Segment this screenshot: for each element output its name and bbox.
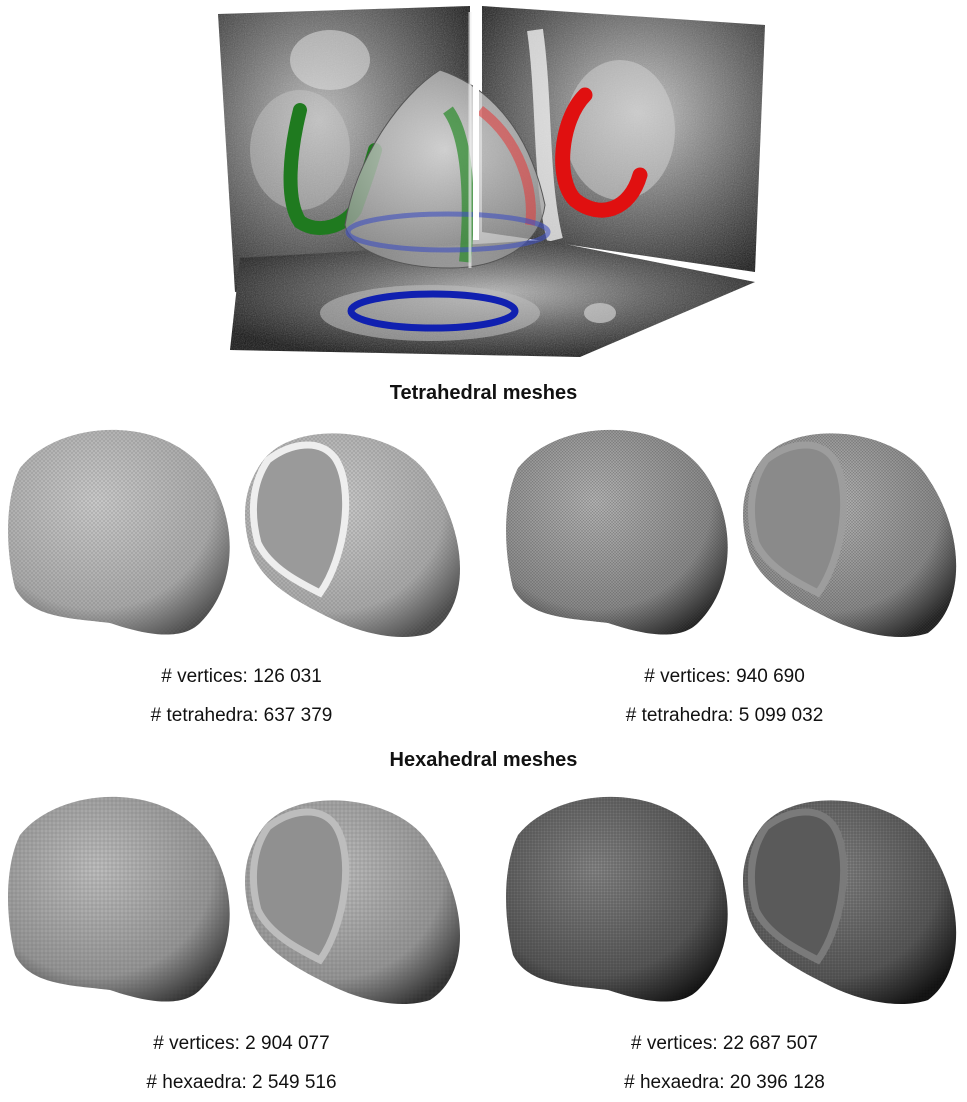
tetra-coarse-elements: # tetrahedra: 637 379 <box>150 705 333 726</box>
section-title-hexahedral: Hexahedral meshes <box>389 749 578 771</box>
hexa-fine-vertices: # vertices: 22 687 507 <box>631 1033 818 1054</box>
right-mri-slice <box>482 6 765 272</box>
hexa-coarse-vertices: # vertices: 2 904 077 <box>153 1033 330 1054</box>
tetra-mesh-coarse-figure <box>8 429 460 638</box>
hexa-mesh-coarse-figure <box>8 796 460 1005</box>
mri-slices-figure <box>218 6 765 357</box>
hexa-mesh-fine-figure <box>506 796 957 1005</box>
blue-contour <box>347 290 519 332</box>
tetra-fine-elements: # tetrahedra: 5 099 032 <box>625 705 824 726</box>
hexa-coarse-elements: # hexaedra: 2 549 516 <box>146 1072 337 1093</box>
section-title-tetrahedral: Tetrahedral meshes <box>389 382 578 404</box>
ventricle-mesh <box>344 12 551 269</box>
red-contour <box>555 87 648 218</box>
tetra-coarse-vertices: # vertices: 126 031 <box>161 666 322 687</box>
tetra-mesh-fine-figure <box>506 429 957 638</box>
hexa-fine-elements: # hexaedra: 20 396 128 <box>624 1072 825 1093</box>
tetra-fine-vertices: # vertices: 940 690 <box>644 666 805 687</box>
